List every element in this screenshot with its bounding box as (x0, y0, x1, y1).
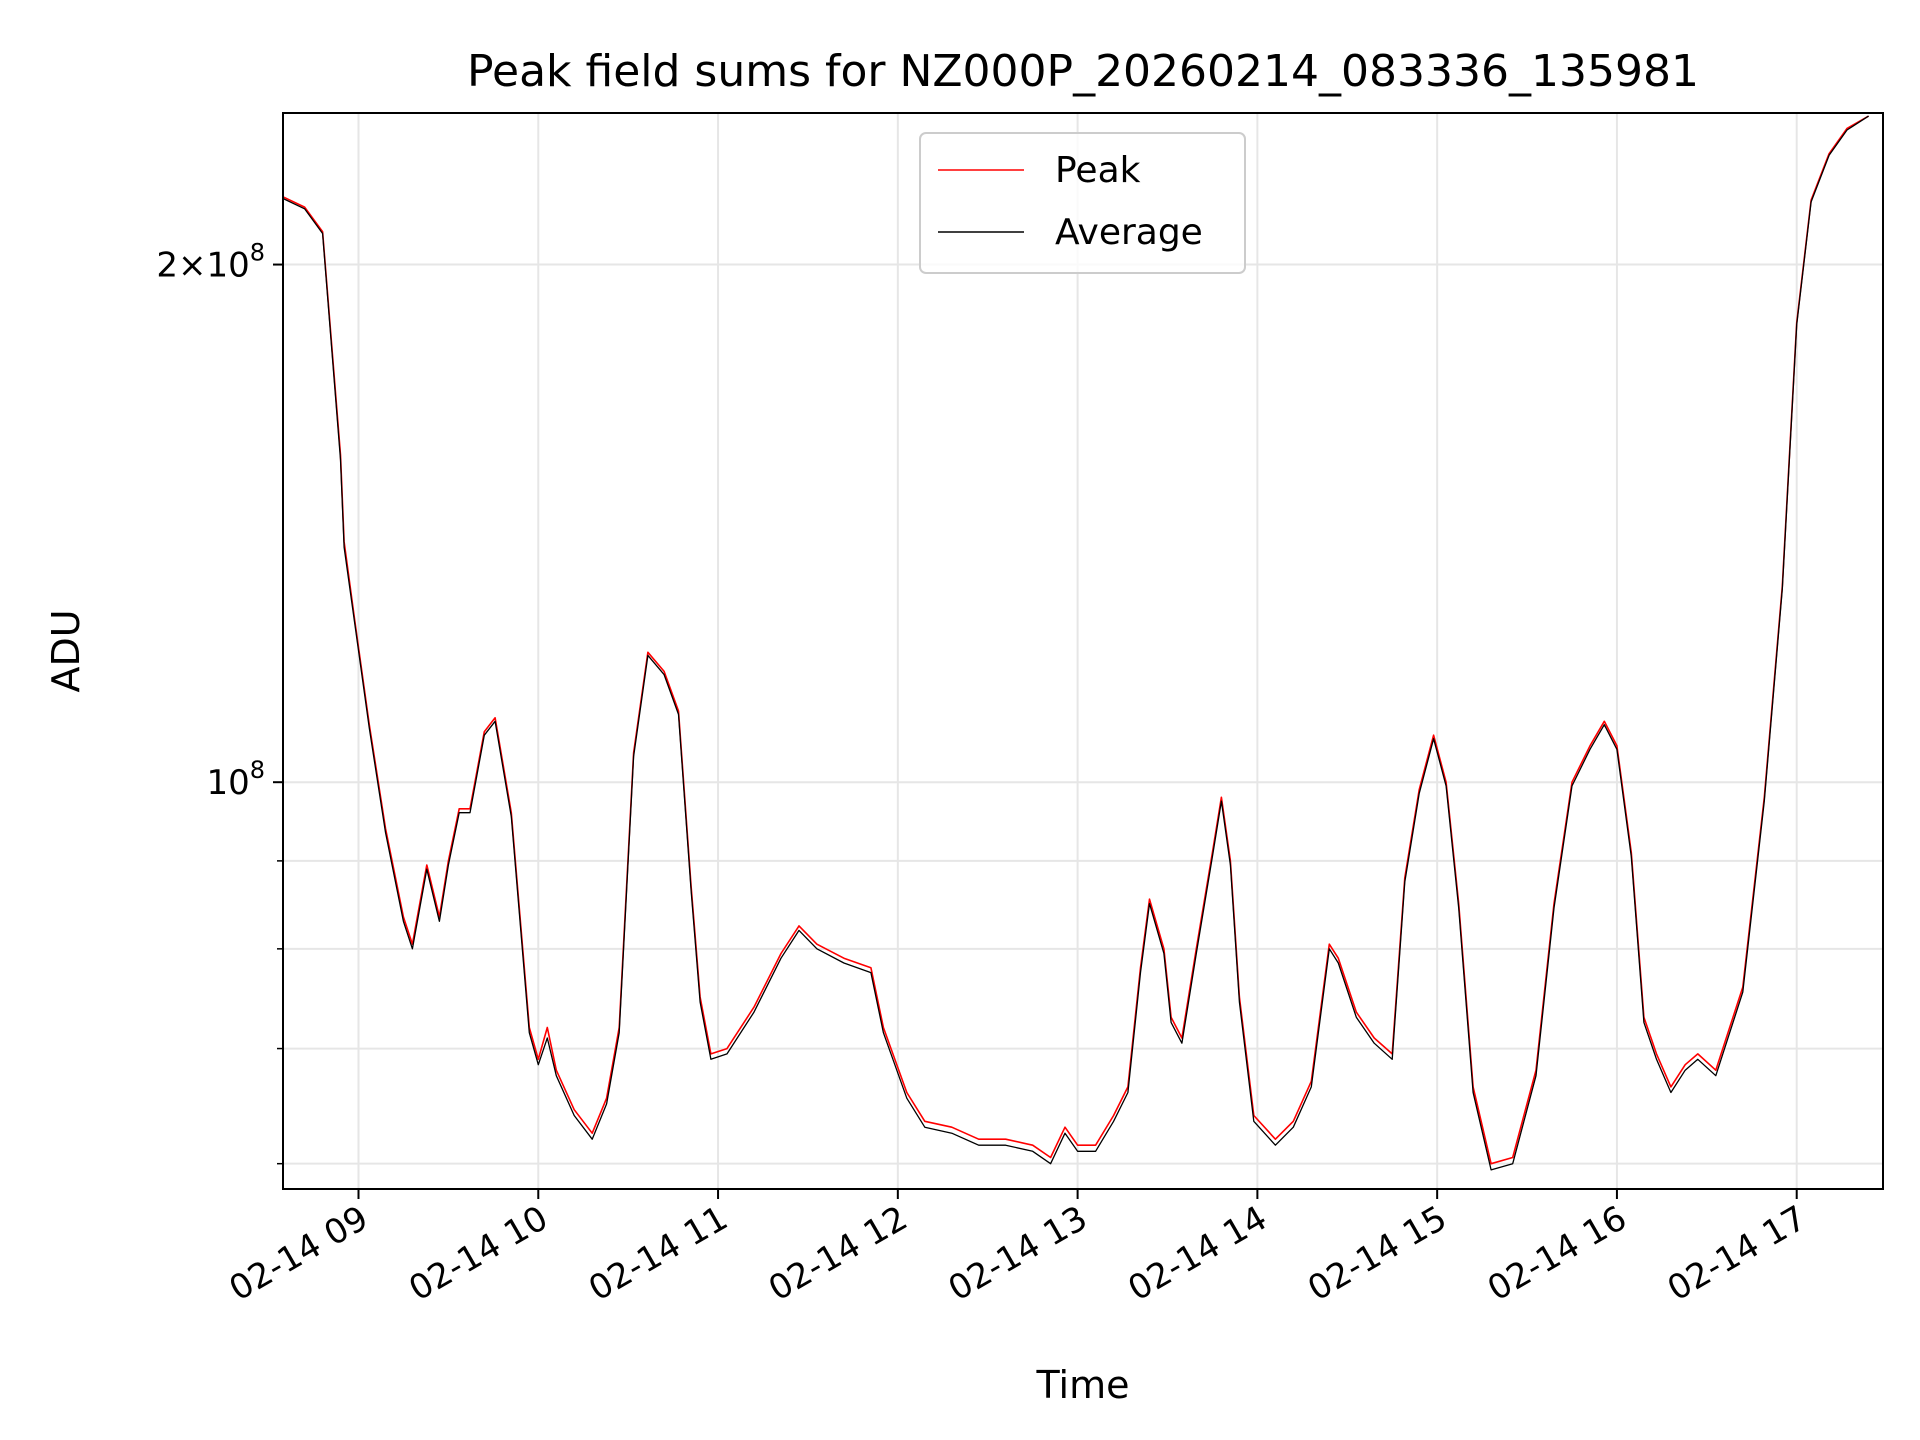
y-tick-exponent: 8 (250, 239, 265, 267)
x-axis-label: Time (1036, 1363, 1130, 1407)
y-tick-label: 108 (206, 756, 265, 803)
chart-title: Peak field sums for NZ000P_20260214_0833… (467, 46, 1699, 97)
y-axis-label: ADU (44, 609, 88, 692)
y-tick-label: 2×108 (156, 239, 265, 286)
y-tick-times: × (178, 246, 207, 286)
legend: Peak Average (919, 132, 1246, 274)
legend-box (919, 132, 1246, 274)
y-tick-coef: 2 (156, 246, 178, 286)
y-tick-base: 10 (206, 246, 249, 286)
legend-label-average: Average (1055, 212, 1203, 253)
y-tick-base: 10 (206, 763, 249, 803)
plot-frame (282, 112, 1884, 1190)
series-lines (282, 115, 1869, 1171)
y-tick-exponent: 8 (250, 756, 265, 784)
legend-label-peak: Peak (1055, 150, 1141, 191)
series-line-average (282, 115, 1869, 1171)
